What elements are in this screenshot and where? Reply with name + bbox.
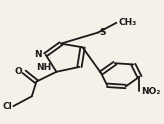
Text: S: S xyxy=(100,28,106,37)
Text: NO₂: NO₂ xyxy=(141,87,161,96)
Text: N: N xyxy=(34,50,42,59)
Text: O: O xyxy=(14,67,22,76)
Text: CH₃: CH₃ xyxy=(118,18,136,27)
Text: Cl: Cl xyxy=(2,102,12,111)
Text: NH: NH xyxy=(36,63,51,72)
